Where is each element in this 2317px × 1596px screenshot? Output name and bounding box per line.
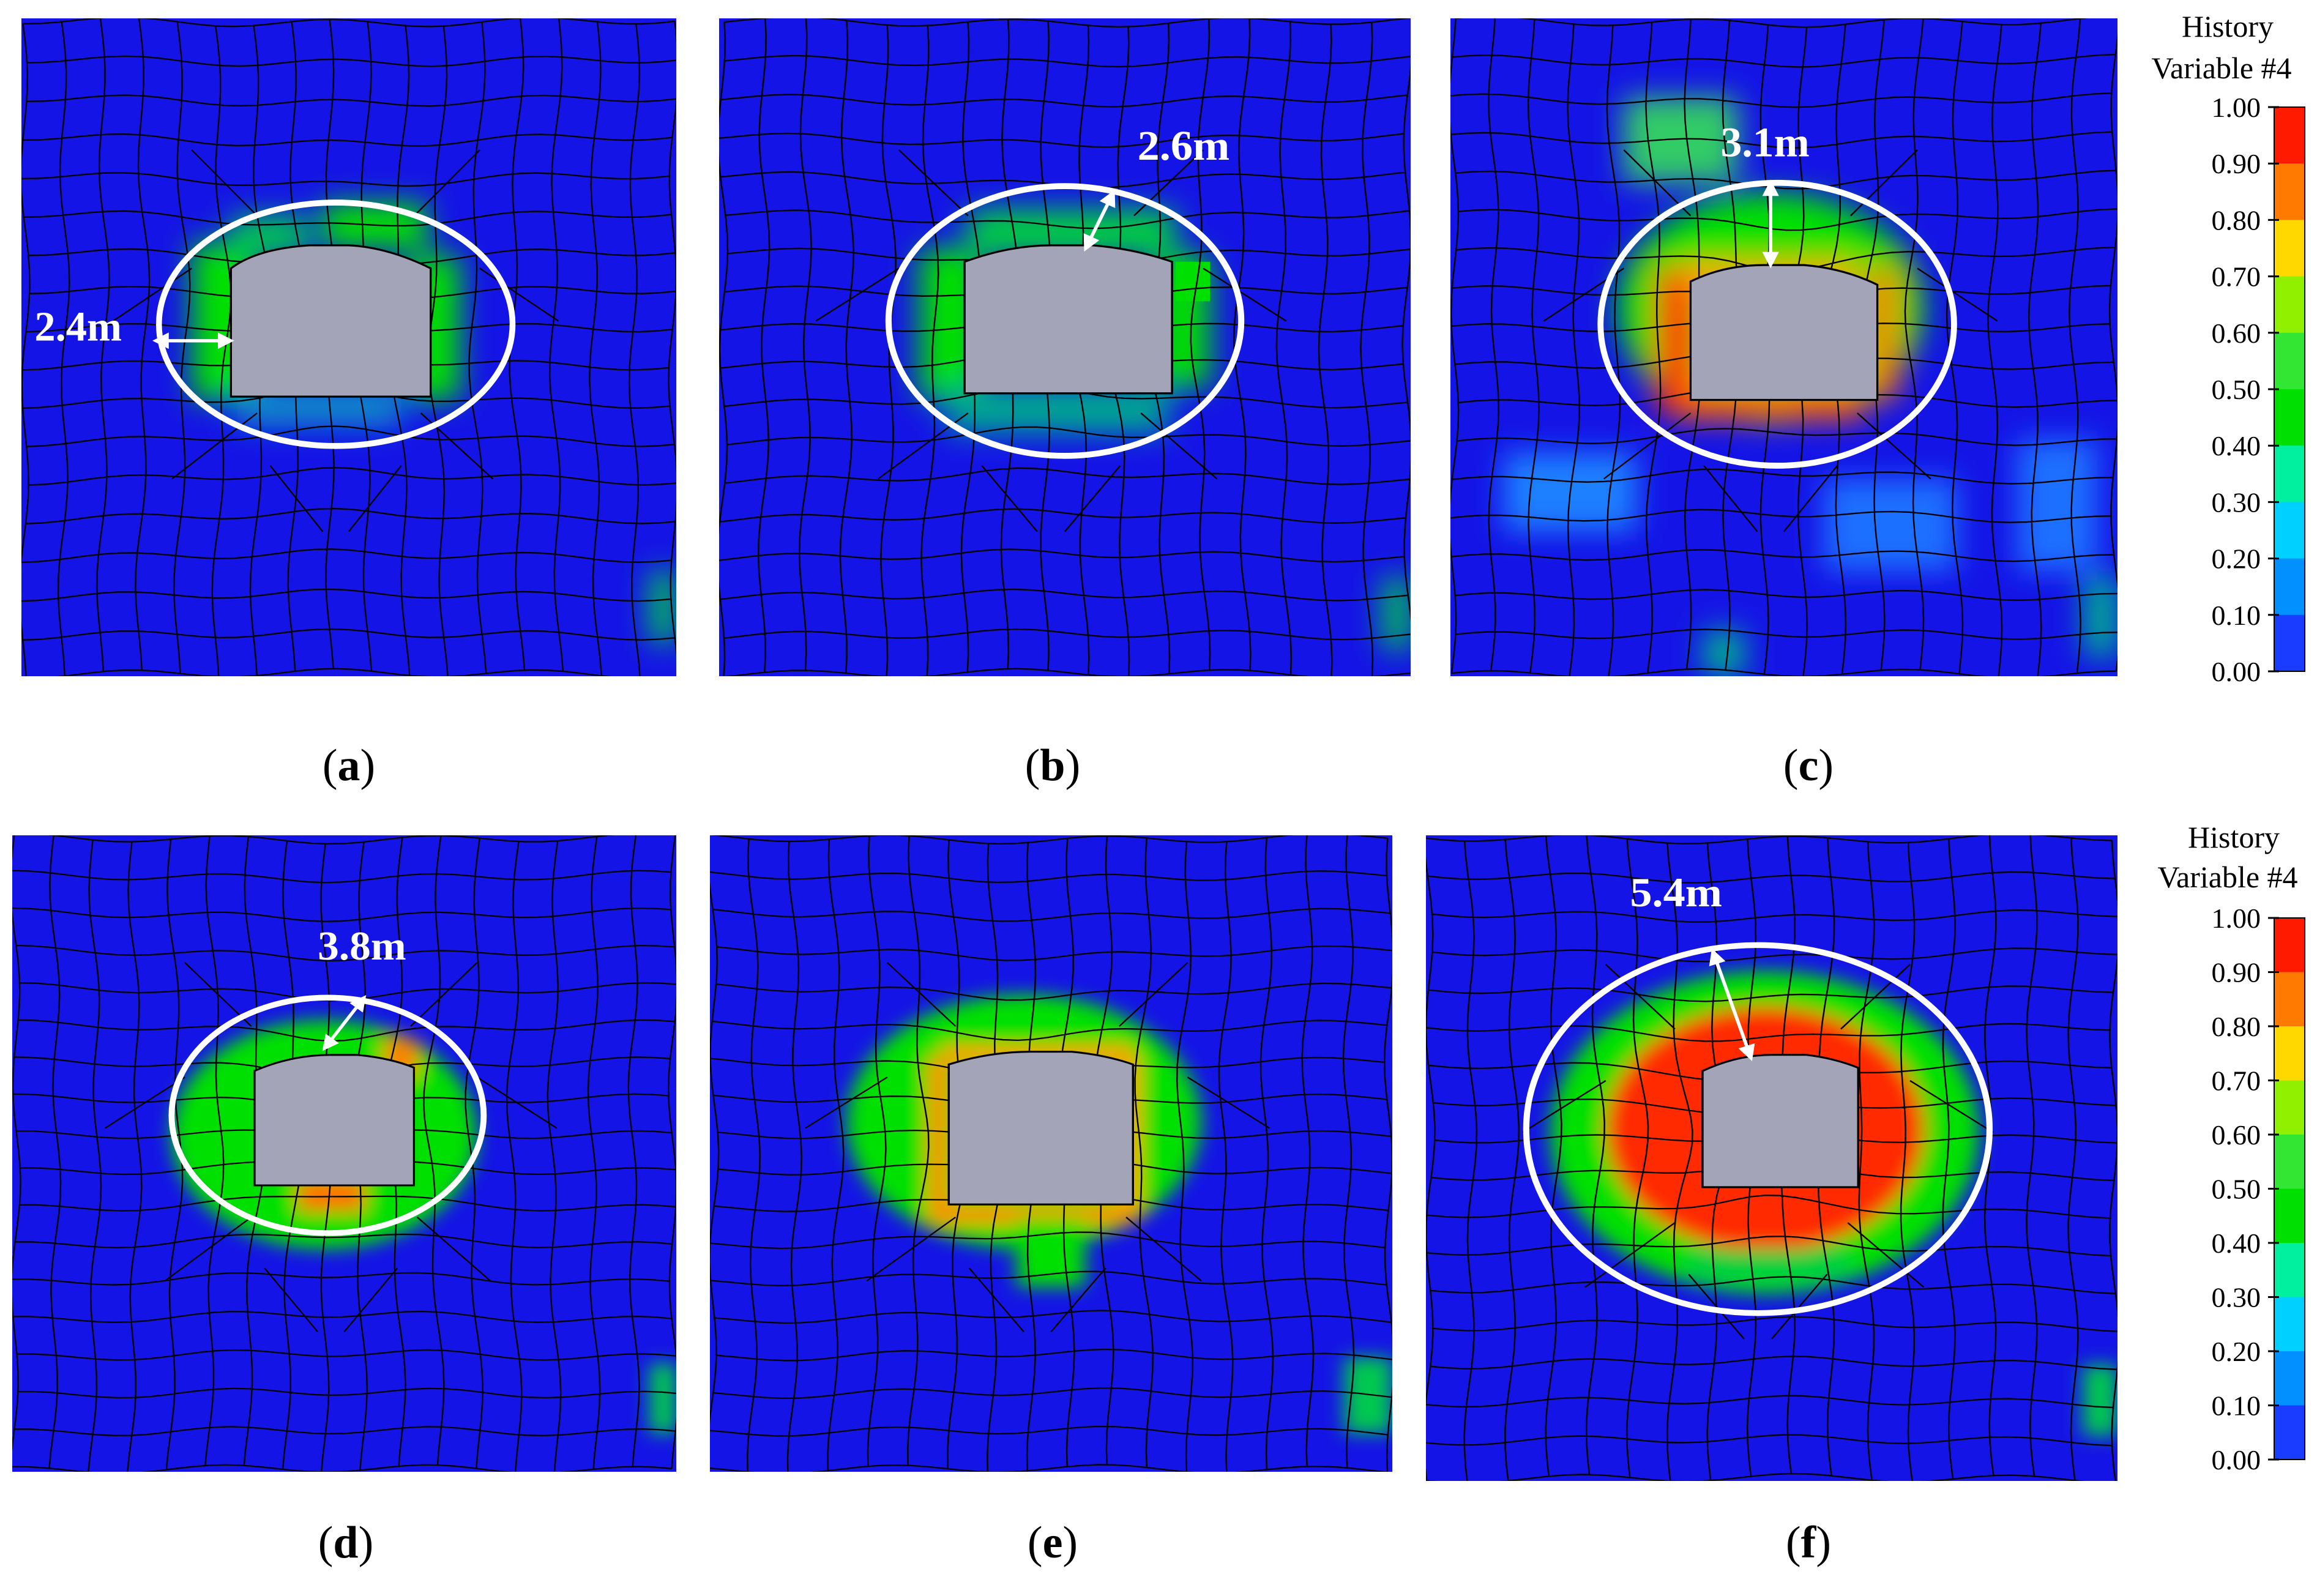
legend-color-band [2274,1188,2305,1244]
legend-tick-label: 0.70 [2212,261,2261,293]
legend-tick-label: 0.20 [2212,1336,2261,1367]
panel-a-ellipse [155,200,516,449]
legend-tick-label: 0.20 [2212,543,2261,575]
panel-a-opening [229,244,432,398]
legend-color-band [2274,446,2305,502]
legend-tick-label: 0.60 [2212,318,2261,349]
panel-b-dim-arrow [1083,190,1116,252]
legend-tick-label: 1.00 [2212,903,2261,934]
legend-tick-label: 0.30 [2212,487,2261,518]
panel-e: (e) [710,835,1392,1568]
panel-c-label: (c) [1783,740,1834,791]
panel-b-dim-label: 2.6m [1138,123,1230,170]
legend-tick-label: 0.40 [2212,1228,2261,1259]
legend-color-band [2274,220,2305,277]
panel-f-ellipse [1523,942,1993,1316]
panel-a: 2.4m (a) [21,18,676,791]
panel-b-opening [963,244,1173,395]
legend-color-band [2274,558,2305,616]
legend-color-band [2274,1135,2305,1189]
legend-tick-label: 0.50 [2212,374,2261,405]
legend-color-band [2274,276,2305,334]
legend-tick-label: 0.90 [2212,148,2261,179]
legend-tick-label: 0.30 [2212,1282,2261,1313]
legend-color-band [2274,107,2305,164]
legend-tick-label: 0.00 [2212,656,2261,687]
legend-color-band [2274,972,2305,1027]
legend-tick-label: 0.80 [2212,1011,2261,1042]
panel-b-label: (b) [1025,740,1080,791]
legend-bottom-title-line1: History [2188,820,2280,854]
panel-f-label: (f) [1786,1518,1831,1568]
panel-d-dim-arrow [322,995,367,1051]
legend-tick-label: 0.40 [2212,430,2261,461]
legend-color-band [2274,614,2305,672]
legend-color-band [2274,1297,2305,1352]
panel-f: 5.4m (f) [1426,835,2117,1568]
panel-c: 3.1m (c) [1450,18,2117,791]
legend-top-title-line1: History [2182,9,2274,43]
legend-top-colorbar [2274,106,2305,672]
panel-f-opening [1701,1054,1859,1188]
legend-color-band [2274,502,2305,559]
panel-b-ellipse [885,183,1245,459]
panel-f-dim-label: 5.4m [1630,870,1722,915]
legend-color-band [2274,389,2305,446]
legend-color-band [2274,1351,2305,1406]
legend-color-band [2274,332,2305,390]
panel-e-label: (e) [1028,1518,1078,1568]
legend-color-band [2274,918,2305,972]
legend-tick-label: 1.00 [2212,92,2261,123]
legend-color-band [2274,1405,2305,1460]
panel-c-dim-label: 3.1m [1720,119,1809,165]
legend-color-band [2274,1026,2305,1081]
legend-color-band [2274,1080,2305,1135]
legend-tick-label: 0.00 [2212,1444,2261,1475]
legend-tick-label: 0.50 [2212,1174,2261,1205]
legend-top: History Variable #4 1.00 0.90 0.80 0.70 0.60… [2151,9,2305,687]
legend-bottom-title-line2: Variable #4 [2157,860,2297,894]
legend-tick-label: 0.10 [2212,1390,2261,1422]
legend-tick-label: 0.10 [2212,600,2261,631]
legend-bottom-ticks: 1.00 0.90 0.80 0.70 0.60 0.50 0.40 0.30 0.20 0.10… [2212,903,2279,1475]
panel-c-opening [1689,264,1879,401]
panel-a-label: (a) [323,740,375,791]
panel-d-dim-label: 3.8m [318,923,406,968]
panel-f-dim-arrow [1709,948,1755,1061]
panel-e-opening [947,1051,1134,1206]
legend-bottom: History Variable #4 1.00 0.90 0.80 0.70 0.60… [2157,820,2305,1475]
panel-a-dim-label: 2.4m [34,304,122,350]
panel-d: 3.8m (d) [12,835,676,1568]
legend-tick-label: 0.70 [2212,1065,2261,1097]
legend-tick-label: 0.90 [2212,957,2261,988]
legend-top-title-line2: Variable #4 [2151,51,2291,85]
panel-d-opening [253,1054,416,1187]
panel-d-label: (d) [318,1518,373,1568]
legend-color-band [2274,163,2305,220]
legend-top-ticks: 1.00 0.90 0.80 0.70 0.60 0.50 0.40 0.30 0.20 0.10… [2212,92,2279,687]
legend-color-band [2274,1243,2305,1297]
legend-tick-label: 0.60 [2212,1119,2261,1150]
panel-b: 2.6m (b) [719,18,1411,791]
legend-bottom-colorbar [2274,917,2305,1460]
legend-tick-label: 0.80 [2212,204,2261,236]
